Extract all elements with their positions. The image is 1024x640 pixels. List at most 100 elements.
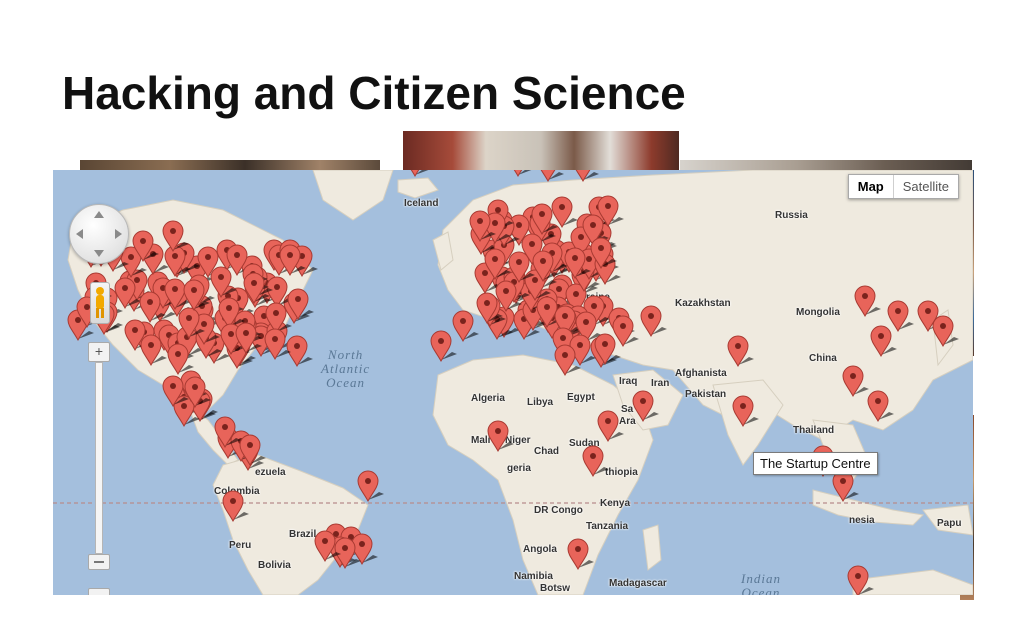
map-pin-icon[interactable] (524, 269, 551, 303)
pan-up-icon[interactable] (94, 211, 104, 218)
street-view-pegman-icon[interactable] (90, 282, 110, 324)
place-label-nigeria: geria (507, 463, 531, 474)
map-pin-icon[interactable] (264, 328, 291, 362)
map-pin-icon[interactable] (162, 220, 189, 254)
map-pin-icon[interactable] (279, 244, 306, 278)
map-pin-icon[interactable] (243, 272, 270, 306)
map-pin-icon[interactable] (140, 334, 167, 368)
map-pin-icon[interactable] (582, 445, 609, 479)
map-pin-icon[interactable] (132, 230, 159, 264)
map-pin-icon[interactable] (210, 266, 237, 300)
place-label-kazakhstan: Kazakhstan (675, 298, 731, 309)
map-pin-icon[interactable] (932, 315, 959, 349)
map-pin-icon[interactable] (632, 390, 659, 424)
map-pin-icon[interactable] (554, 344, 581, 378)
map-pin-icon[interactable] (572, 170, 599, 184)
map-pin-icon[interactable] (854, 285, 881, 319)
land-south-america (212, 454, 369, 595)
map-pin-icon[interactable] (597, 410, 624, 444)
pan-down-icon[interactable] (94, 250, 104, 257)
map-pin-icon[interactable] (569, 334, 596, 368)
map-pin-icon[interactable] (640, 305, 667, 339)
map-pin-icon[interactable] (139, 291, 166, 325)
map-pin-icon[interactable] (484, 248, 511, 282)
map-pin-icon[interactable] (590, 237, 617, 271)
background-photo (80, 160, 380, 172)
map-pin-icon[interactable] (120, 246, 147, 280)
place-label-niger: Niger (505, 435, 531, 446)
background-photo (680, 160, 972, 172)
map-pin-icon[interactable] (847, 565, 874, 595)
map-pin-icon[interactable] (183, 279, 210, 313)
map-pin-icon[interactable] (357, 470, 384, 504)
map-pin-icon[interactable] (727, 335, 754, 369)
place-label-china: China (809, 353, 837, 364)
zoom-out-button[interactable] (88, 588, 110, 595)
map-pin-icon[interactable] (164, 278, 191, 312)
place-label-peru: Peru (229, 540, 252, 551)
zoom-slider-track[interactable] (95, 362, 103, 554)
map-pin-icon[interactable] (173, 395, 200, 429)
map-pin-icon[interactable] (597, 195, 624, 229)
map-pin-icon[interactable] (594, 333, 621, 367)
map-pin-icon[interactable] (214, 416, 241, 450)
map-pin-icon[interactable] (235, 322, 262, 356)
map-pin-icon[interactable] (469, 210, 496, 244)
map-pin-icon[interactable] (266, 276, 293, 310)
map-pin-icon[interactable] (114, 277, 141, 311)
place-label-tanzania: Tanzania (586, 521, 629, 532)
pan-right-icon[interactable] (115, 229, 122, 239)
map-pin-icon[interactable] (193, 313, 220, 347)
map-pin-icon[interactable] (286, 335, 313, 369)
place-label-iran: Iran (651, 378, 670, 389)
map-pin-icon[interactable] (551, 196, 578, 230)
map-pin-icon[interactable] (612, 315, 639, 349)
map-pin-icon[interactable] (178, 307, 205, 341)
map-pin-icon[interactable] (567, 538, 594, 572)
map-pin-icon[interactable] (314, 530, 341, 564)
map-pin-icon[interactable] (495, 280, 522, 314)
land-madagascar (642, 524, 662, 571)
map-pin-icon[interactable] (842, 365, 869, 399)
map-pin-icon[interactable] (564, 247, 591, 281)
map-pin-icon[interactable] (537, 170, 564, 184)
map-pin-icon[interactable] (870, 325, 897, 359)
map-pin-icon[interactable] (476, 292, 503, 326)
map-pin-icon[interactable] (404, 170, 429, 179)
map-type-satellite-button[interactable]: Satellite (893, 175, 958, 198)
map-pin-icon[interactable] (887, 300, 914, 334)
map-pin-icon[interactable] (732, 395, 759, 429)
zoom-in-button[interactable]: + (88, 342, 110, 362)
map-pin-icon[interactable] (575, 311, 602, 345)
map-pin-icon[interactable] (487, 420, 514, 454)
place-label-iraq: Iraq (619, 376, 638, 387)
place-label-venezuela: ezuela (255, 467, 286, 478)
map-pin-icon[interactable] (583, 295, 610, 329)
place-label-bolivia: Bolivia (258, 560, 291, 571)
map-type-map-button[interactable]: Map (848, 175, 894, 198)
pan-control[interactable] (69, 204, 129, 264)
place-label-thailand: Thailand (793, 425, 835, 436)
map-pin-icon[interactable] (531, 203, 558, 237)
zoom-slider-handle[interactable] (88, 554, 110, 570)
world-map[interactable]: North Atlantic Ocean Indian Ocean Icelan… (53, 170, 973, 595)
map-pin-icon[interactable] (452, 310, 479, 344)
pan-left-icon[interactable] (76, 229, 83, 239)
map-pin-icon[interactable] (507, 170, 532, 179)
map-pin-icon[interactable] (430, 330, 457, 364)
map-pin-icon[interactable] (239, 434, 266, 468)
land-africa (432, 354, 654, 595)
map-pin-icon[interactable] (184, 376, 211, 410)
map-pin-icon[interactable] (287, 288, 314, 322)
map-pin-icon[interactable] (222, 490, 249, 524)
map-pin-icon[interactable] (832, 470, 859, 504)
map-pin-icon[interactable] (351, 533, 378, 567)
place-label-mongolia: Mongolia (796, 307, 840, 318)
map-pin-icon[interactable] (508, 251, 535, 285)
map-pin-icon[interactable] (162, 375, 189, 409)
land-iceland (397, 177, 439, 199)
map-pin-icon[interactable] (167, 343, 194, 377)
map-pin-icon[interactable] (532, 250, 559, 284)
map-pin-icon[interactable] (867, 390, 894, 424)
map-pin-icon[interactable] (536, 296, 563, 330)
